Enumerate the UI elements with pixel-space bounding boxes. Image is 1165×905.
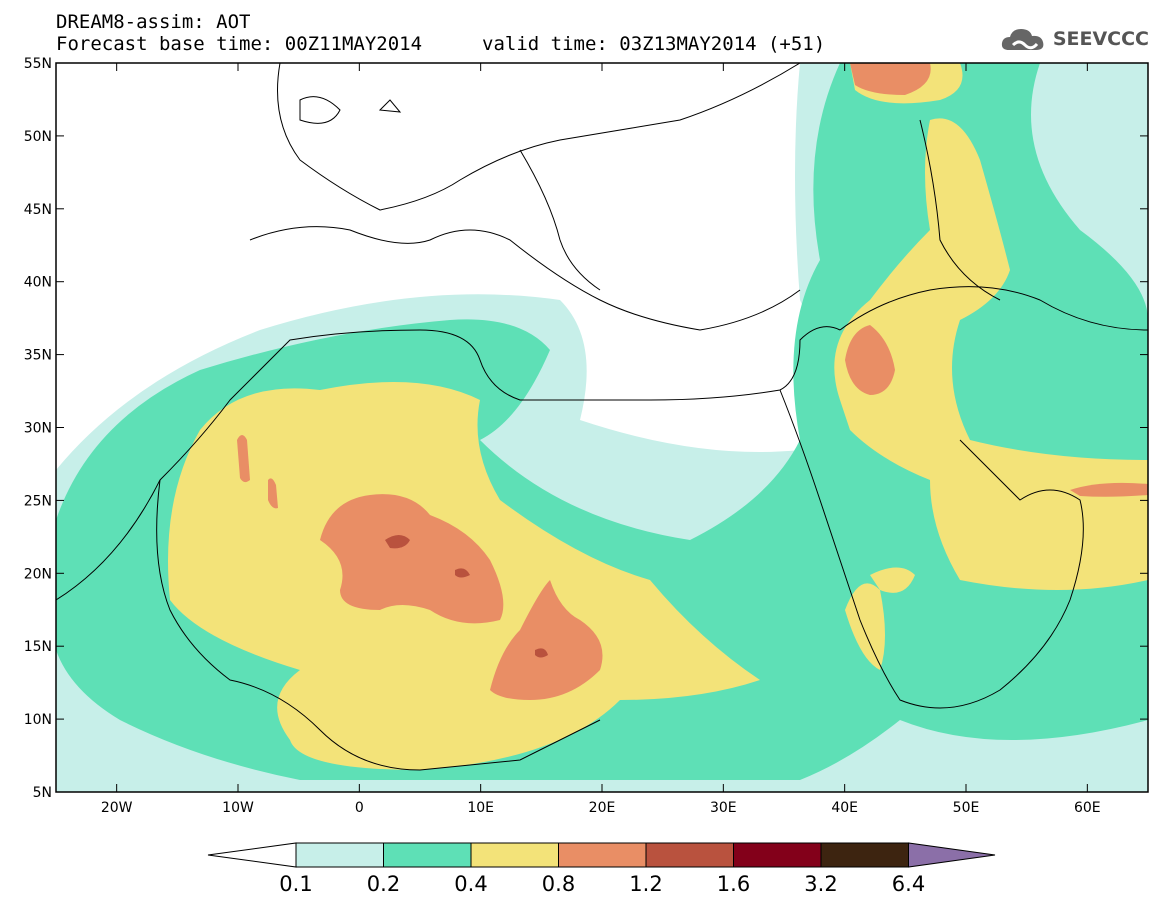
lat-tick-label: 45N [24, 202, 52, 218]
colorbar-label: 0.8 [542, 872, 575, 896]
aot-level-1.2 [385, 535, 548, 658]
lat-tick-label: 10N [24, 712, 52, 728]
colorbar-label: 0.4 [454, 872, 487, 896]
colorbar-swatch [645, 842, 734, 868]
lon-tick-label: 10E [467, 800, 494, 816]
lon-tick-label: 20W [101, 800, 133, 816]
colorbar-swatch [820, 842, 909, 868]
colorbar-label: 0.2 [367, 872, 400, 896]
colorbar-swatch [295, 842, 384, 868]
colorbar-swatch [558, 842, 647, 868]
aot-level-0.8 [237, 63, 1148, 700]
colorbar: 0.1 0.2 0.4 0.8 1.2 1.6 3.2 6.4 [207, 842, 996, 896]
colorbar-under-arrow [207, 842, 297, 868]
colorbar-swatch [383, 842, 472, 868]
seevccc-logo: SEEVCCC [999, 22, 1149, 56]
cloud-icon [1001, 29, 1044, 50]
coastlines [56, 63, 1148, 771]
lat-tick-label: 15N [24, 639, 52, 655]
lon-tick-label: 10W [222, 800, 254, 816]
colorbar-label: 0.1 [279, 872, 312, 896]
longitude-ticks: 20W 10W 0 10E 20E 30E 40E 50E 60E [101, 63, 1101, 816]
lon-tick-label: 40E [831, 800, 858, 816]
lon-tick-label: 60E [1074, 800, 1101, 816]
plot-title: DREAM8-assim: AOT [56, 11, 251, 33]
aot-field [56, 63, 1148, 792]
lat-tick-label: 35N [24, 348, 52, 364]
lon-tick-label: 50E [953, 800, 980, 816]
lat-tick-label: 55N [24, 56, 52, 72]
lat-tick-label: 50N [24, 129, 52, 145]
lat-tick-label: 30N [24, 421, 52, 437]
colorbar-swatch [470, 842, 559, 868]
colorbar-swatch [733, 842, 822, 868]
colorbar-label: 3.2 [804, 872, 837, 896]
lon-tick-label: 0 [355, 800, 364, 816]
lon-tick-label: 30E [710, 800, 737, 816]
colorbar-label: 6.4 [892, 872, 925, 896]
logo-text: SEEVCCC [1052, 28, 1149, 50]
forecast-base-time: Forecast base time: 00Z11MAY2014 [56, 33, 423, 55]
lat-tick-label: 40N [24, 275, 52, 291]
colorbar-over-arrow [908, 842, 996, 868]
valid-time: valid time: 03Z13MAY2014 (+51) [482, 33, 826, 55]
lon-tick-label: 20E [589, 800, 616, 816]
lat-tick-label: 20N [24, 566, 52, 582]
colorbar-label: 1.2 [629, 872, 662, 896]
latitude-ticks: 5N 10N 15N 20N 25N 30N 35N 40N 45N 50N 55N [24, 56, 1148, 801]
lat-tick-label: 25N [24, 493, 52, 509]
colorbar-label: 1.6 [717, 872, 750, 896]
lat-tick-label: 5N [33, 785, 52, 801]
